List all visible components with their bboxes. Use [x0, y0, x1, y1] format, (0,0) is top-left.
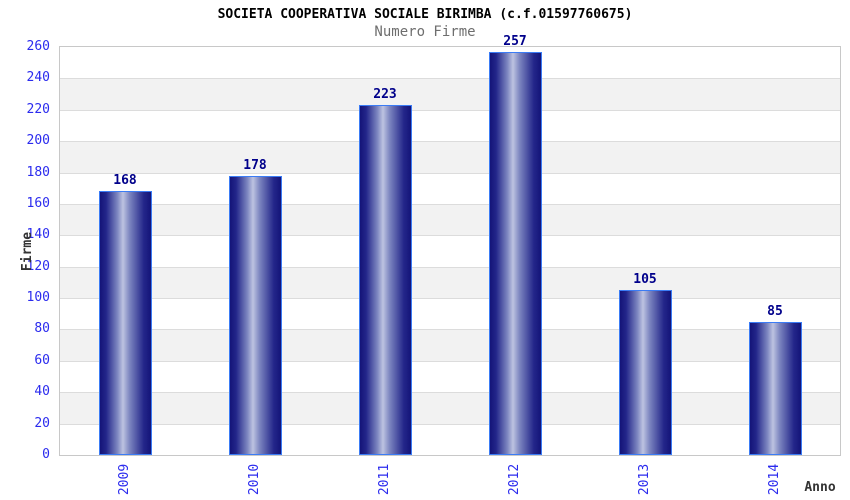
x-axis-label: Anno — [804, 480, 836, 495]
y-tick-label: 100 — [26, 290, 50, 306]
y-tick-label: 20 — [34, 415, 50, 431]
y-axis-label: Firme — [20, 231, 36, 271]
bar-2014 — [748, 321, 802, 455]
plot-band — [60, 235, 840, 267]
chart-title: SOCIETA COOPERATIVA SOCIALE BIRIMBA (c.f… — [217, 7, 633, 22]
y-tick-label: 180 — [26, 164, 50, 180]
y-axis-label-wrap: Firme — [6, 211, 50, 291]
plot-band — [60, 329, 840, 361]
bar-value-label: 178 — [243, 157, 267, 173]
x-tick-label: 2009 — [117, 463, 133, 495]
y-tick-label: 60 — [34, 352, 50, 368]
y-tick-label: 240 — [26, 70, 50, 86]
bar-2011 — [358, 105, 412, 455]
plot-band — [60, 172, 840, 204]
y-tick-label: 80 — [34, 321, 50, 337]
bar-value-label: 105 — [633, 272, 657, 288]
y-tick-label: 0 — [42, 447, 50, 462]
x-tick-label: 2012 — [507, 463, 523, 495]
bar-value-label: 223 — [373, 87, 397, 103]
plot-band — [60, 423, 840, 455]
bar-2012 — [488, 51, 542, 455]
y-tick-label: 200 — [26, 133, 50, 149]
plot-area — [59, 46, 841, 456]
bar-value-label: 85 — [767, 303, 783, 319]
plot-band — [60, 78, 840, 110]
bar-2009 — [98, 191, 152, 455]
x-tick-wrap: 2011 — [365, 458, 405, 500]
x-tick-wrap: 2012 — [495, 458, 535, 500]
x-tick-wrap: 2010 — [235, 458, 275, 500]
y-tick-label: 220 — [26, 101, 50, 117]
x-tick-label: 2010 — [247, 463, 263, 495]
plot-band — [60, 47, 840, 79]
x-tick-wrap: 2013 — [625, 458, 665, 500]
y-tick-label: 260 — [26, 39, 50, 54]
bar-value-label: 168 — [113, 173, 137, 189]
bar-value-label: 257 — [503, 33, 527, 49]
plot-band — [60, 392, 840, 424]
x-tick-wrap: 2009 — [105, 458, 145, 500]
plot-band — [60, 360, 840, 393]
y-tick-label: 120 — [26, 258, 50, 274]
bar-2013 — [618, 290, 672, 455]
x-tick-wrap: 2014 — [755, 458, 795, 500]
y-tick-label: 40 — [34, 384, 50, 400]
plot-band — [60, 109, 840, 142]
x-tick-label: 2013 — [637, 463, 653, 495]
x-tick-label: 2011 — [377, 463, 393, 495]
plot-band — [60, 203, 840, 236]
y-tick-label: 160 — [26, 195, 50, 211]
plot-band — [60, 141, 840, 173]
chart-subtitle: Numero Firme — [374, 24, 476, 40]
bar-2010 — [228, 175, 282, 455]
y-tick-label: 140 — [26, 227, 50, 243]
x-tick-label: 2014 — [767, 463, 783, 495]
plot-band — [60, 266, 840, 299]
plot-band — [60, 298, 840, 330]
